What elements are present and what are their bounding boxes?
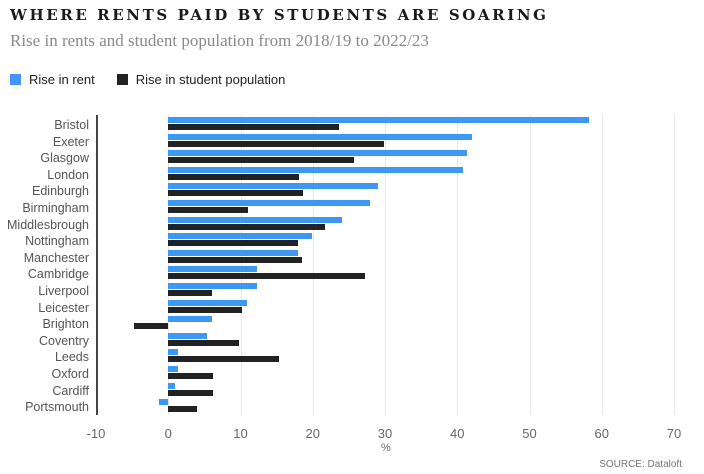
y-axis-line xyxy=(96,115,98,415)
bar-rent xyxy=(158,399,169,406)
y-category-label: Middlesbrough xyxy=(7,217,89,232)
x-tick-label: 10 xyxy=(233,426,248,441)
bar-population xyxy=(168,406,198,413)
y-category-label: London xyxy=(47,167,89,182)
bar-population xyxy=(168,190,303,197)
legend-item-rent: Rise in rent xyxy=(10,72,95,87)
bar-population xyxy=(168,290,213,296)
bar-population xyxy=(134,323,169,330)
bar-population xyxy=(168,240,298,247)
bar-rent xyxy=(168,283,258,289)
bar-population xyxy=(168,356,279,363)
x-tick-label: 70 xyxy=(666,426,682,441)
gridline xyxy=(168,115,170,415)
bar-population xyxy=(168,306,242,313)
y-category-label: Bristol xyxy=(54,118,89,132)
y-category-label: Liverpool xyxy=(38,284,89,298)
bar-population xyxy=(168,207,248,213)
bar-rent xyxy=(168,183,378,190)
x-tick-label: 20 xyxy=(305,426,320,441)
y-category-label: Exeter xyxy=(52,134,89,149)
gridline xyxy=(240,115,242,415)
y-category-label: Edinburgh xyxy=(32,184,89,199)
bar-population xyxy=(168,173,300,180)
legend-label-rent: Rise in rent xyxy=(29,72,95,87)
x-tick-label: 40 xyxy=(450,426,465,441)
x-tick-label: 30 xyxy=(377,426,393,441)
bar-population xyxy=(168,273,366,280)
bar-population xyxy=(168,124,339,130)
legend-swatch-rent xyxy=(10,74,21,85)
y-category-label: Nottingham xyxy=(25,234,89,249)
y-category-label: Cambridge xyxy=(27,267,89,282)
bar-rent xyxy=(168,316,213,323)
x-tick-label: 60 xyxy=(594,426,609,441)
gridline xyxy=(601,115,603,415)
bar-population xyxy=(168,339,240,346)
x-tick-label: 0 xyxy=(164,426,172,441)
bar-rent xyxy=(168,266,258,273)
bar-rent xyxy=(168,150,467,157)
gridline xyxy=(312,115,314,415)
bar-population xyxy=(168,373,214,379)
bar-rent xyxy=(168,382,175,389)
x-axis-unit: % xyxy=(381,442,391,454)
y-category-label: Brighton xyxy=(42,317,89,332)
bar-rent xyxy=(168,233,313,240)
legend-label-population: Rise in student population xyxy=(135,72,286,87)
gridline xyxy=(529,115,531,415)
legend-swatch-population xyxy=(116,74,128,85)
y-category-label: Portsmouth xyxy=(25,400,89,415)
legend: Rise in rent Rise in student population xyxy=(10,72,307,87)
bar-rent xyxy=(168,332,208,339)
gridline xyxy=(674,115,675,415)
y-category-label: Cardiff xyxy=(52,383,89,398)
bar-rent xyxy=(168,166,464,173)
bar-population xyxy=(168,389,214,396)
bar-rent xyxy=(168,249,298,256)
y-category-label: Manchester xyxy=(23,250,89,265)
bar-rent xyxy=(168,349,178,356)
x-tick-label: 50 xyxy=(522,426,537,441)
bar-rent xyxy=(168,200,370,206)
y-category-label: Coventry xyxy=(38,333,89,348)
y-category-label: Leicester xyxy=(38,300,89,315)
y-category-label: Oxford xyxy=(51,367,89,381)
bar-rent xyxy=(168,216,342,223)
bar-rent xyxy=(168,117,590,123)
y-category-label: Glasgow xyxy=(40,151,89,166)
chart-title: WHERE RENTS PAID BY STUDENTS ARE SOARING xyxy=(10,6,549,24)
gridline xyxy=(385,115,386,415)
chart-subtitle: Rise in rents and student population fro… xyxy=(10,31,429,50)
bar-population xyxy=(168,140,384,147)
bar-rent xyxy=(168,366,178,372)
y-category-label: Birmingham xyxy=(22,201,89,215)
source-note: SOURCE: Dataloft xyxy=(599,459,682,470)
y-category-label: Leeds xyxy=(54,350,89,365)
x-tick-label: -10 xyxy=(86,426,106,441)
bar-rent xyxy=(168,133,473,140)
bar-population xyxy=(168,157,354,164)
bar-rent xyxy=(168,299,247,306)
bar-population xyxy=(168,223,326,230)
gridline xyxy=(457,115,459,415)
bar-population xyxy=(168,256,302,263)
legend-item-population: Rise in student population xyxy=(116,72,286,87)
